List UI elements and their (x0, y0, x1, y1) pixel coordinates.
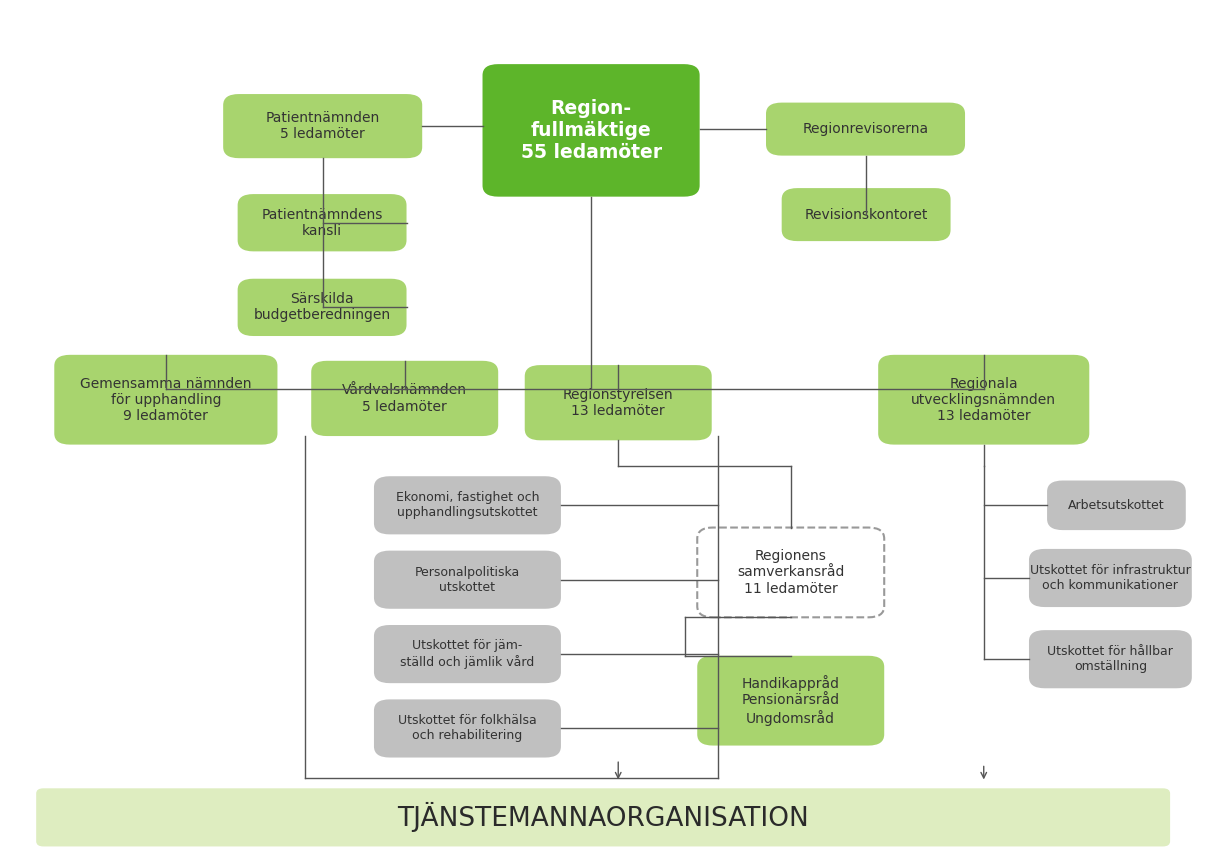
FancyBboxPatch shape (238, 194, 406, 251)
Text: Vårdvalsnämnden
5 ledamöter: Vårdvalsnämnden 5 ledamöter (342, 383, 467, 414)
Text: Region-
fullmäktige
55 ledamöter: Region- fullmäktige 55 ledamöter (520, 99, 662, 162)
FancyBboxPatch shape (1047, 481, 1185, 530)
FancyBboxPatch shape (1029, 630, 1191, 688)
Text: Regionstyrelsen
13 ledamöter: Regionstyrelsen 13 ledamöter (562, 387, 674, 418)
Text: Regionrevisorerna: Regionrevisorerna (802, 122, 928, 136)
FancyBboxPatch shape (36, 788, 1170, 846)
FancyBboxPatch shape (879, 355, 1090, 445)
Text: Handikappråd
Pensionärsråd
Ungdomsråd: Handikappråd Pensionärsråd Ungdomsråd (742, 675, 840, 726)
Text: Särskilda
budgetberedningen: Särskilda budgetberedningen (253, 292, 390, 322)
Text: Utskottet för jäm-
ställd och jämlik vård: Utskottet för jäm- ställd och jämlik vår… (400, 640, 534, 669)
Text: Patientnämndens
kansli: Patientnämndens kansli (262, 208, 383, 238)
FancyBboxPatch shape (375, 699, 561, 758)
Text: Ekonomi, fastighet och
upphandlingsutskottet: Ekonomi, fastighet och upphandlingsutsko… (395, 492, 539, 519)
Text: Utskottet för infrastruktur
och kommunikationer: Utskottet för infrastruktur och kommunik… (1030, 564, 1190, 592)
FancyBboxPatch shape (375, 551, 561, 609)
FancyBboxPatch shape (375, 476, 561, 534)
FancyBboxPatch shape (782, 188, 950, 241)
Text: TJÄNSTEMANNAORGANISATION: TJÄNSTEMANNAORGANISATION (398, 802, 810, 833)
FancyBboxPatch shape (697, 656, 885, 746)
Text: Gemensamma nämnden
för upphandling
9 ledamöter: Gemensamma nämnden för upphandling 9 led… (80, 376, 252, 423)
Text: Utskottet för hållbar
omställning: Utskottet för hållbar omställning (1047, 646, 1173, 673)
Text: Personalpolitiska
utskottet: Personalpolitiska utskottet (415, 566, 520, 593)
Text: Arbetsutskottet: Arbetsutskottet (1068, 498, 1165, 512)
FancyBboxPatch shape (375, 625, 561, 683)
Text: Patientnämnden
5 ledamöter: Patientnämnden 5 ledamöter (265, 111, 379, 141)
FancyBboxPatch shape (697, 528, 885, 617)
FancyBboxPatch shape (1029, 549, 1191, 607)
FancyBboxPatch shape (223, 94, 422, 158)
Text: Regionens
samverkansråd
11 ledamöter: Regionens samverkansråd 11 ledamöter (737, 549, 845, 596)
FancyBboxPatch shape (482, 64, 699, 197)
FancyBboxPatch shape (525, 365, 711, 440)
FancyBboxPatch shape (766, 103, 965, 156)
Text: Regionala
utvecklingsnämnden
13 ledamöter: Regionala utvecklingsnämnden 13 ledamöte… (911, 376, 1056, 423)
Text: Utskottet för folkhälsa
och rehabilitering: Utskottet för folkhälsa och rehabiliteri… (398, 715, 537, 742)
Text: Revisionskontoret: Revisionskontoret (805, 208, 928, 221)
FancyBboxPatch shape (311, 361, 498, 436)
FancyBboxPatch shape (238, 279, 406, 336)
FancyBboxPatch shape (55, 355, 278, 445)
